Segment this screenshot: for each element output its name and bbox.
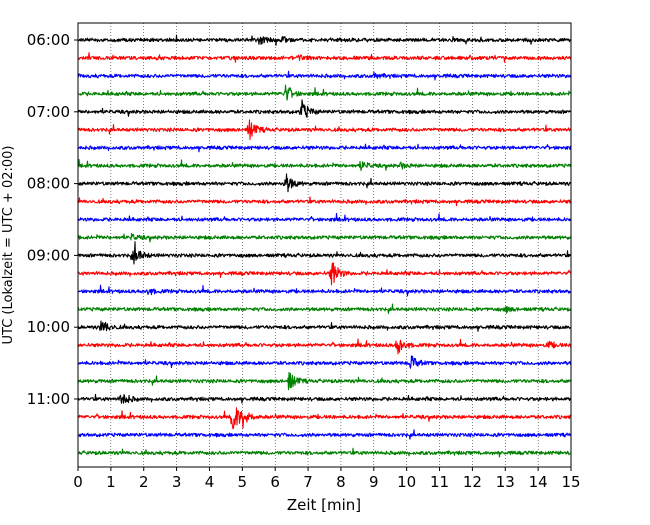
x-tick-label: 5	[238, 473, 248, 491]
trace-0945	[77, 303, 572, 314]
trace-0815	[77, 196, 572, 207]
trace-0600	[77, 34, 572, 46]
trace-0730	[77, 143, 572, 153]
trace-0615	[77, 52, 572, 63]
x-tick-label: 11	[430, 473, 449, 491]
y-axis-label: UTC (Lokalzeit = UTC + 02:00)	[1, 146, 16, 345]
x-tick-label: 0	[73, 473, 83, 491]
trace-1130	[77, 429, 572, 440]
x-tick-label: 3	[172, 473, 182, 491]
trace-0845	[77, 232, 572, 243]
x-axis-label: Zeit [min]	[287, 496, 361, 514]
y-axis-ticks: 06:00 07:00 08:00 09:00 10:00 11:00	[27, 31, 78, 408]
y-tick-label: 09:00	[27, 246, 70, 264]
trace-0930	[77, 284, 572, 297]
axes-frame	[77, 22, 572, 468]
trace-0645	[77, 84, 572, 101]
x-tick-label: 12	[463, 473, 482, 491]
y-tick-label: 07:00	[27, 103, 70, 121]
y-tick-label: 08:00	[27, 175, 70, 193]
trace-1115	[77, 407, 572, 430]
trace-0830	[77, 212, 572, 223]
trace-1030	[77, 355, 572, 369]
trace-0900	[77, 241, 572, 265]
trace-1000	[77, 320, 572, 332]
y-tick-label: 11:00	[27, 390, 70, 408]
y-tick-label: 06:00	[27, 31, 70, 49]
trace-0800	[77, 173, 572, 193]
seismic-traces	[77, 34, 572, 458]
trace-0630	[77, 70, 572, 81]
x-tick-label: 10	[397, 473, 416, 491]
x-tick-label: 8	[336, 473, 346, 491]
trace-0700	[77, 99, 572, 118]
trace-0715	[77, 119, 572, 141]
x-tick-label: 2	[139, 473, 149, 491]
x-tick-label: 1	[106, 473, 116, 491]
x-tick-label: 7	[303, 473, 313, 491]
x-tick-label: 14	[529, 473, 548, 491]
x-tick-label: 4	[205, 473, 215, 491]
x-tick-label: 6	[270, 473, 280, 491]
x-tick-label: 15	[561, 473, 580, 491]
trace-1100	[77, 393, 572, 404]
trace-1015	[77, 338, 572, 355]
trace-1145	[77, 447, 572, 458]
x-tick-label: 9	[369, 473, 379, 491]
trace-1045	[77, 371, 572, 391]
trace-0745	[77, 158, 572, 172]
y-tick-label: 10:00	[27, 318, 70, 336]
grid-lines	[110, 23, 539, 467]
trace-0915	[77, 262, 572, 286]
x-tick-label: 13	[496, 473, 515, 491]
x-axis-ticks: 0 1 2 3 4 5 6 7 8 9 10 11 12 13 14 15	[73, 467, 581, 491]
